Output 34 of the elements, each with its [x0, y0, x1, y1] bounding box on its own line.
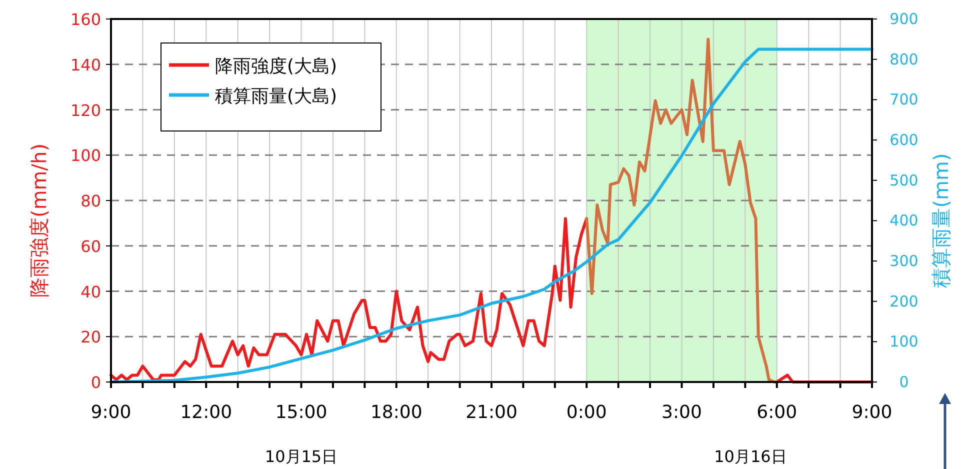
y2-tick-label: 400	[890, 212, 918, 230]
y-tick-label: 40	[80, 282, 101, 302]
x-tick-label: 3:00	[662, 402, 702, 423]
x-tick-label: 15:00	[275, 402, 328, 423]
x-tick-label: 0:00	[566, 402, 607, 423]
y2-tick-label: 500	[890, 171, 918, 190]
y2-tick-label: 600	[890, 131, 918, 149]
y-tick-label: 60	[80, 236, 101, 256]
y-tick-label: 140	[70, 55, 101, 74]
y2-axis-title: 積算雨量(mm)	[929, 153, 953, 288]
y-tick-label: 160	[70, 10, 101, 29]
legend-label: 積算雨量(大島)	[215, 86, 338, 107]
y2-tick-label: 0	[899, 373, 909, 391]
y-tick-label: 80	[80, 192, 101, 210]
y2-tick-label: 900	[890, 10, 918, 28]
legend-label: 降雨強度(大島)	[215, 56, 338, 77]
y-axis-title: 降雨強度(mm/h)	[27, 144, 51, 298]
x-tick-label: 9:00	[852, 402, 892, 423]
y2-tick-label: 700	[890, 90, 918, 109]
y2-tick-label: 800	[890, 50, 918, 68]
y-tick-label: 0	[90, 373, 101, 392]
y-tick-label: 100	[70, 146, 101, 166]
y2-tick-label: 100	[890, 332, 918, 351]
y-tick-label: 120	[70, 100, 101, 120]
x-tick-label: 18:00	[370, 402, 422, 423]
x-tick-label: 12:00	[180, 402, 232, 423]
y-tick-label: 20	[80, 328, 101, 347]
y2-tick-label: 200	[890, 292, 918, 310]
x-tick-label: 21:00	[466, 402, 518, 423]
y2-tick-label: 300	[890, 252, 918, 270]
x-tick-label: 6:00	[756, 402, 798, 423]
text: 10月16日	[714, 447, 787, 466]
x-tick-label: 9:00	[90, 402, 132, 423]
text: 10月15日	[264, 447, 338, 466]
